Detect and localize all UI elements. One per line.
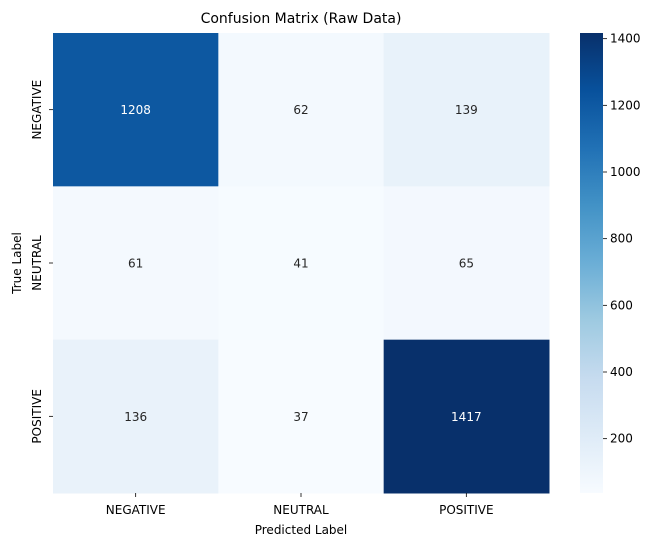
x-axis-label: Predicted Label [255, 523, 348, 537]
cell-value-label: 61 [128, 257, 143, 271]
heatmap-cell [218, 33, 385, 187]
cell-value-label: 139 [455, 103, 478, 117]
colorbar-tick-label: 400 [610, 365, 633, 379]
cell-value-label: 1417 [451, 410, 482, 424]
heatmap-cell [53, 186, 219, 341]
heatmap-cell [383, 339, 550, 494]
cell-value-label: 65 [459, 257, 474, 271]
y-axis-label: True Label [10, 232, 24, 295]
heatmap-cell [218, 186, 385, 341]
colorbar-tick-label: 1200 [610, 98, 641, 112]
colorbar-tick-label: 1400 [610, 32, 641, 46]
y-tick-label: NEGATIVE [30, 80, 44, 140]
cell-value-label: 37 [293, 410, 308, 424]
x-tick-label: POSITIVE [439, 503, 494, 517]
colorbar-tick-label: 1000 [610, 165, 641, 179]
chart-title: Confusion Matrix (Raw Data) [201, 11, 402, 27]
cell-value-label: 62 [293, 103, 308, 117]
cell-value-label: 1208 [120, 103, 151, 117]
x-tick-label: NEUTRAL [273, 503, 329, 517]
y-tick-label: POSITIVE [30, 389, 44, 444]
colorbar [580, 33, 603, 493]
colorbar-tick-label: 800 [610, 232, 633, 246]
cell-value-label: 41 [293, 257, 308, 271]
y-tick-label: NEUTRAL [30, 235, 44, 291]
heatmap-cell [383, 186, 550, 341]
heatmap-cell [218, 339, 385, 494]
heatmap-cell [53, 339, 219, 494]
x-tick-label: NEGATIVE [106, 503, 166, 517]
heatmap-cell [53, 33, 219, 187]
colorbar-tick-label: 200 [610, 432, 633, 446]
cell-value-label: 136 [124, 410, 147, 424]
heatmap-cell [383, 33, 550, 187]
colorbar-tick-label: 600 [610, 298, 633, 312]
